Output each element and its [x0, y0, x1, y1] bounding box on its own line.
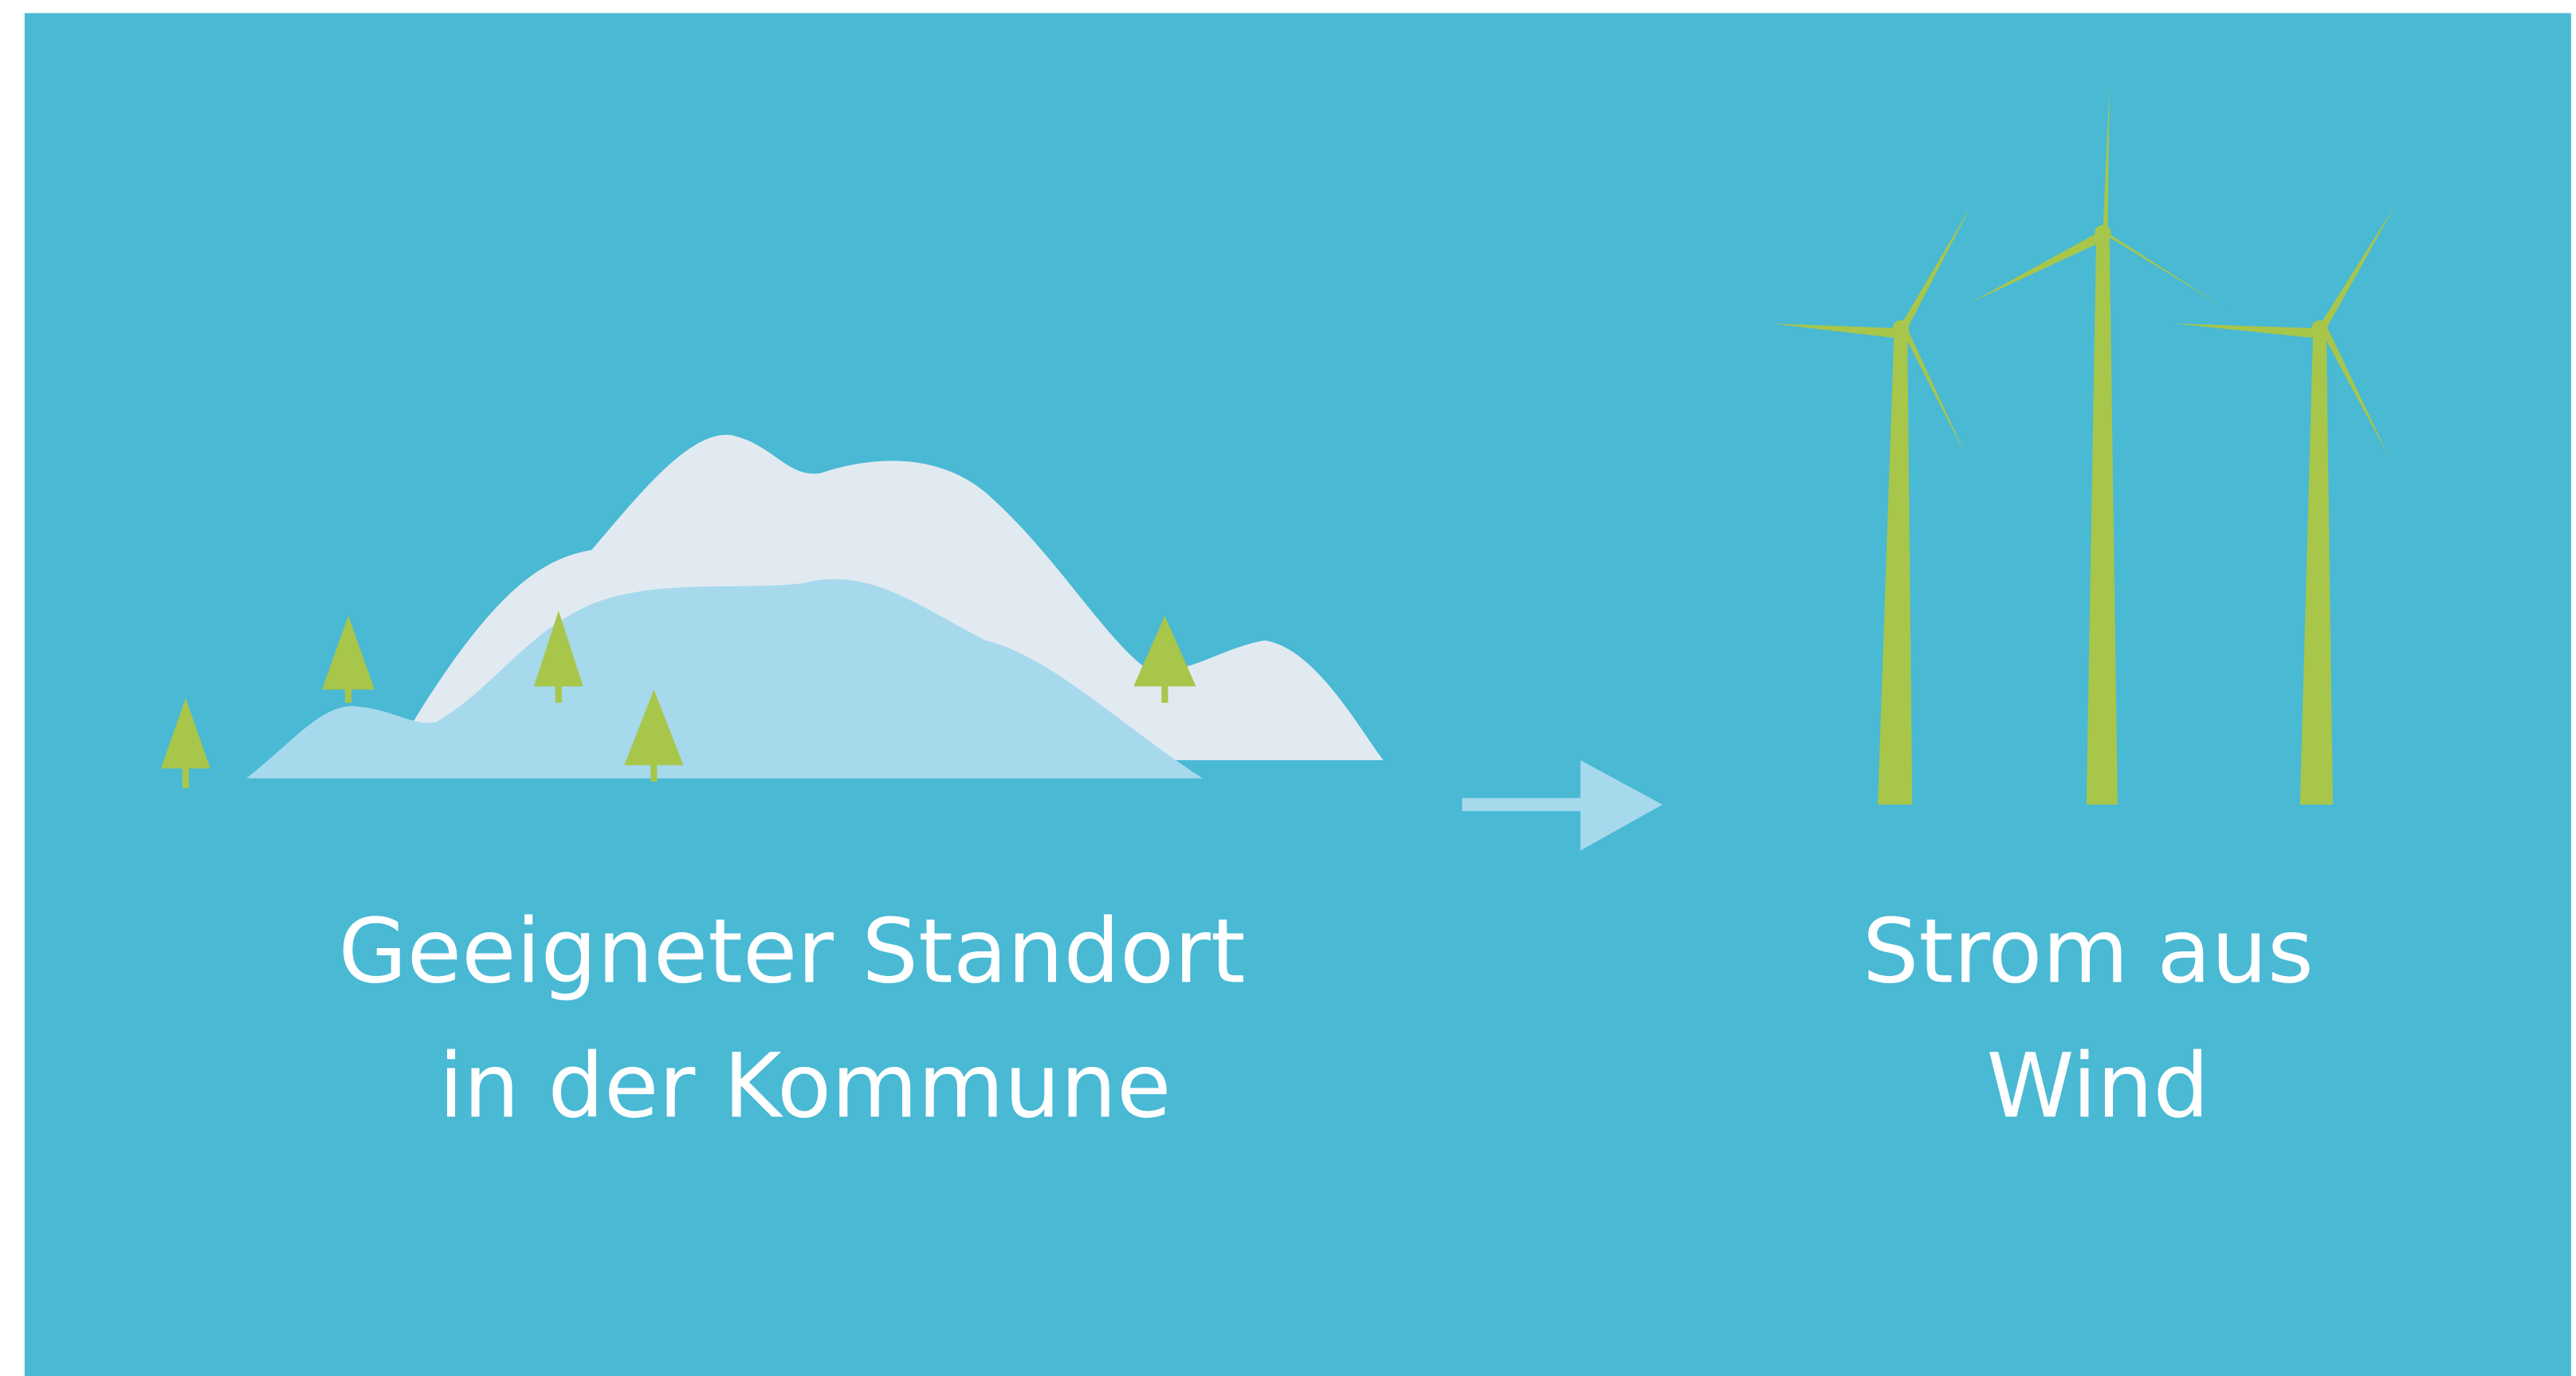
illustration: Geeigneter Standort in der Kommune Strom…	[0, 0, 2576, 1376]
right-label: Strom aus	[1863, 900, 2314, 1003]
left-label: Geeigneter Standort	[338, 900, 1245, 1003]
right-label: Wind	[1986, 1035, 2209, 1138]
left-label: in der Kommune	[439, 1035, 1172, 1138]
